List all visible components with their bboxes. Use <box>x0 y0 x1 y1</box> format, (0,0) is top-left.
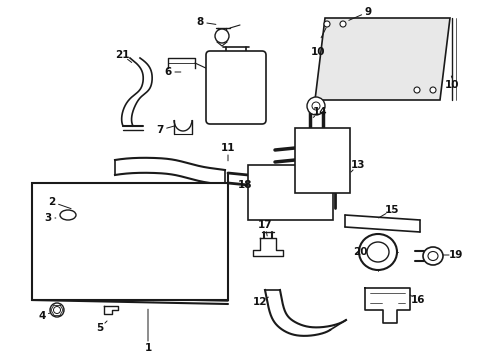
Text: 18: 18 <box>237 180 252 190</box>
Ellipse shape <box>366 242 388 262</box>
Ellipse shape <box>358 234 396 270</box>
Text: 19: 19 <box>448 250 462 260</box>
Text: 12: 12 <box>252 297 267 307</box>
Bar <box>294 128 349 193</box>
Polygon shape <box>252 238 283 256</box>
Text: 1: 1 <box>144 343 151 353</box>
Circle shape <box>53 306 61 314</box>
Text: 16: 16 <box>410 295 425 305</box>
Text: 10: 10 <box>310 47 325 57</box>
Text: 5: 5 <box>96 323 103 333</box>
Text: 20: 20 <box>352 247 366 257</box>
Text: 9: 9 <box>364 7 371 17</box>
Circle shape <box>306 97 325 115</box>
Circle shape <box>50 303 64 317</box>
Bar <box>32 183 227 300</box>
Text: 2: 2 <box>48 197 56 207</box>
Text: 7: 7 <box>156 125 163 135</box>
Circle shape <box>413 87 419 93</box>
Circle shape <box>215 29 228 43</box>
Text: 13: 13 <box>350 160 365 170</box>
Ellipse shape <box>60 210 76 220</box>
Circle shape <box>339 21 346 27</box>
Text: 10: 10 <box>444 80 458 90</box>
FancyBboxPatch shape <box>205 51 265 124</box>
Text: 21: 21 <box>115 50 129 60</box>
Ellipse shape <box>427 252 437 261</box>
Polygon shape <box>104 306 118 314</box>
Text: 4: 4 <box>38 311 45 321</box>
Text: 17: 17 <box>257 220 272 230</box>
Text: 3: 3 <box>44 213 52 223</box>
Text: 15: 15 <box>384 205 398 215</box>
Bar <box>247 165 332 220</box>
Polygon shape <box>364 288 409 323</box>
Text: 14: 14 <box>312 107 326 117</box>
Circle shape <box>311 102 319 110</box>
Polygon shape <box>70 195 95 220</box>
Text: 8: 8 <box>196 17 203 27</box>
Polygon shape <box>314 18 449 100</box>
Ellipse shape <box>422 247 442 265</box>
Circle shape <box>324 21 329 27</box>
Text: 6: 6 <box>164 67 171 77</box>
Text: 11: 11 <box>220 143 235 153</box>
Circle shape <box>429 87 435 93</box>
